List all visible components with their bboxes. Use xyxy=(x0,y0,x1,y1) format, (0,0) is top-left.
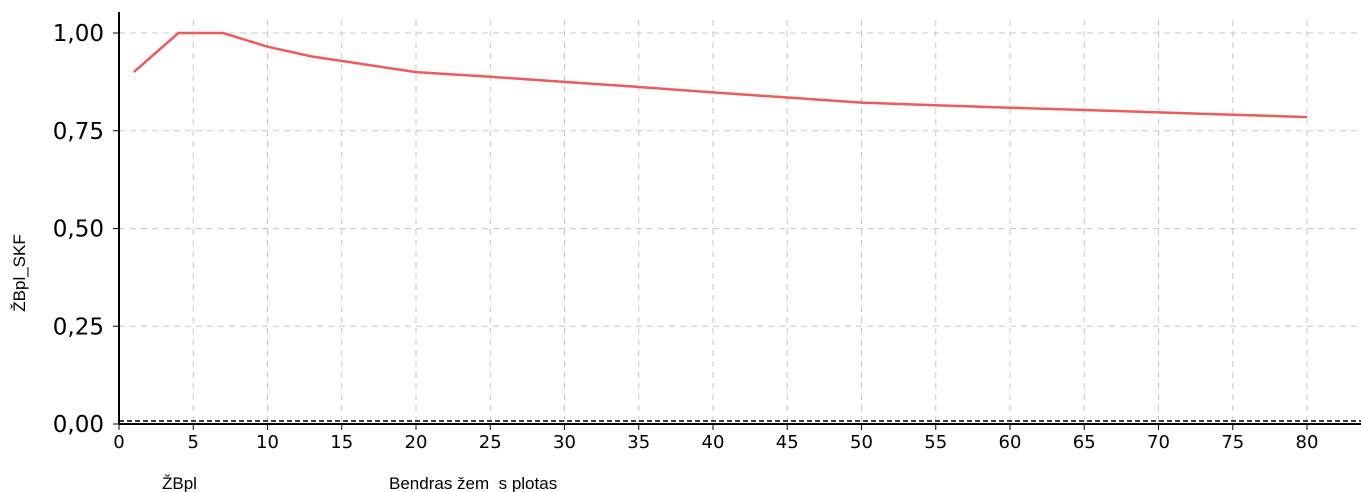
y-tick-label: 0,00 xyxy=(53,412,104,438)
y-tick-label: 0,25 xyxy=(53,314,104,340)
y-tick-label: 1,00 xyxy=(53,21,104,47)
x-tick-label: 45 xyxy=(776,432,799,453)
y-tick-label: 0,75 xyxy=(53,119,104,145)
x-tick-label: 5 xyxy=(188,432,199,453)
y-axis-label: ŽBpl_SKF xyxy=(10,234,29,311)
x-axis-sublabel: ŽBpl xyxy=(162,474,197,492)
x-tick-labels: 0 5 10 15 20 25 30 35 40 45 50 55 60 65 70 75 80 xyxy=(113,432,1318,453)
x-tick-label: 0 xyxy=(113,432,124,453)
x-axis-label: Bendras žem s plotas xyxy=(389,474,557,492)
series-line xyxy=(132,31,1308,119)
x-tick-label: 65 xyxy=(1073,432,1096,453)
x-gridlines xyxy=(192,20,1308,424)
x-tick-label: 55 xyxy=(924,432,947,453)
axes xyxy=(113,12,1361,430)
x-tick-label: 35 xyxy=(627,432,650,453)
x-tick-label: 70 xyxy=(1147,432,1170,453)
x-tick-label: 10 xyxy=(256,432,279,453)
y-tick-labels: 0,00 0,25 0,50 0,75 1,00 xyxy=(53,21,104,438)
y-gridlines xyxy=(119,32,1361,327)
x-tick-label: 75 xyxy=(1221,432,1244,453)
x-tick-label: 30 xyxy=(553,432,576,453)
x-tick-label: 20 xyxy=(405,432,428,453)
y-tick-label: 0,50 xyxy=(53,217,104,243)
x-tick-label: 50 xyxy=(850,432,873,453)
x-tick-label: 40 xyxy=(702,432,725,453)
x-tick-label: 25 xyxy=(479,432,502,453)
x-tick-label: 60 xyxy=(999,432,1022,453)
x-tick-label: 80 xyxy=(1296,432,1319,453)
series-group xyxy=(132,31,1308,119)
x-tick-label: 15 xyxy=(330,432,353,453)
